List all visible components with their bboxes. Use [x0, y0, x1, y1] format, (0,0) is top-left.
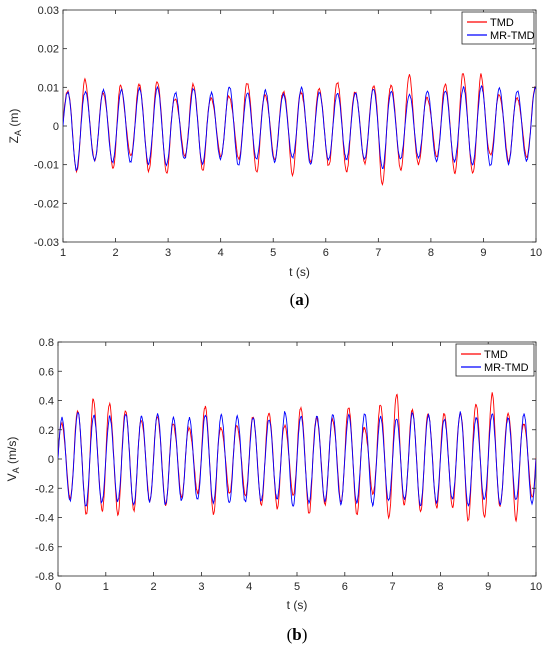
y-axis-label-b: VA (m/s): [5, 437, 21, 482]
x-tick-label: 6: [342, 581, 348, 593]
x-tick-label: 5: [270, 247, 276, 259]
y-tick-label: -0.01: [34, 160, 59, 172]
x-tick-label: 3: [198, 581, 204, 593]
x-axis-label-b: t (s): [287, 598, 308, 612]
y-axis-label-main-b: V: [5, 473, 19, 481]
axis-ticks-b: 0 1 2 3 4 5 6 7 8 9 10 -0.8 -0.6 -0.4 -0.2 0 0.2 0.4 0.6 0.…: [35, 337, 542, 593]
y-axis-label-unit-b: (m/s): [5, 437, 19, 468]
x-tick-label: 10: [530, 247, 542, 259]
y-axis-label-sub-b: A: [11, 467, 21, 473]
y-tick-label: 0.6: [39, 366, 54, 378]
plot-frame-a: [62, 9, 537, 243]
y-tick-label: 0.4: [39, 396, 54, 408]
x-tick-label: 9: [485, 581, 491, 593]
caption-letter-b: b: [292, 625, 301, 644]
series-line-mr-tmd: [63, 84, 536, 171]
x-tick-label: 7: [390, 581, 396, 593]
legend-box: [455, 343, 535, 377]
x-tick-label: 7: [375, 247, 381, 259]
y-tick-label: -0.4: [35, 513, 54, 525]
y-tick-label: 0: [53, 121, 59, 133]
y-tick-label: 0.03: [38, 5, 59, 17]
x-tick-label: 4: [246, 581, 252, 593]
x-tick-label: 5: [294, 581, 300, 593]
y-tick-label: 0.2: [39, 425, 54, 437]
x-tick-label: 3: [165, 247, 171, 259]
y-tick-label: 0.02: [38, 44, 59, 56]
x-tick-label: 1: [103, 581, 109, 593]
legend-box: [461, 11, 535, 45]
x-tick-label: 1: [60, 247, 66, 259]
x-tick-label: 6: [323, 247, 329, 259]
x-tick-label: 4: [218, 247, 224, 259]
y-tick-label: -0.2: [35, 483, 54, 495]
y-tick-label: -0.02: [34, 198, 59, 210]
axis-ticks-a: 1 2 3 4 5 6 7 8 9 10 -0.03 -0.02 -0.01 0 0.01 0.02 0.03: [34, 5, 542, 259]
legend-label-tmd: TMD: [490, 17, 514, 29]
series-line-mr-tmd: [58, 411, 536, 508]
x-tick-label: 9: [480, 247, 486, 259]
legend-label-mr-tmd: MR-TMD: [484, 362, 529, 374]
caption-a: (a): [290, 290, 310, 309]
y-tick-label: -0.03: [34, 237, 59, 249]
y-tick-label: -0.8: [35, 571, 54, 583]
y-axis-label-unit-a: (m): [7, 109, 21, 130]
x-tick-label: 8: [437, 581, 443, 593]
legend-label-mr-tmd: MR-TMD: [490, 30, 535, 42]
caption-b: (b): [287, 625, 308, 644]
y-tick-label: 0: [48, 454, 54, 466]
y-tick-label: -0.6: [35, 542, 54, 554]
chart-panel-b: 0 1 2 3 4 5 6 7 8 9 10 -0.8 -0.6 -0.4 -0.2 0 0.2 0.4 0.6 0.…: [5, 337, 542, 644]
y-tick-label: 0.01: [38, 82, 59, 94]
x-axis-label-a: t (s): [289, 265, 310, 279]
legend-label-tmd: TMD: [484, 349, 508, 361]
x-tick-label: 10: [530, 581, 542, 593]
x-tick-label: 0: [55, 581, 61, 593]
y-axis-label-main-a: Z: [7, 136, 21, 143]
chart-panel-a: 1 2 3 4 5 6 7 8 9 10-0.03-0.02-0.0100.010.020.03 …: [7, 5, 542, 309]
y-axis-label-sub-a: A: [13, 130, 23, 136]
x-tick-label: 2: [151, 581, 157, 593]
x-tick-label: 8: [428, 247, 434, 259]
series-group-a: [63, 73, 536, 187]
y-tick-label: 0.8: [39, 337, 54, 349]
y-axis-label-a: ZA (m): [7, 109, 23, 144]
series-group-b: [58, 392, 536, 523]
caption-letter-a: a: [295, 290, 304, 309]
x-tick-label: 2: [112, 247, 118, 259]
